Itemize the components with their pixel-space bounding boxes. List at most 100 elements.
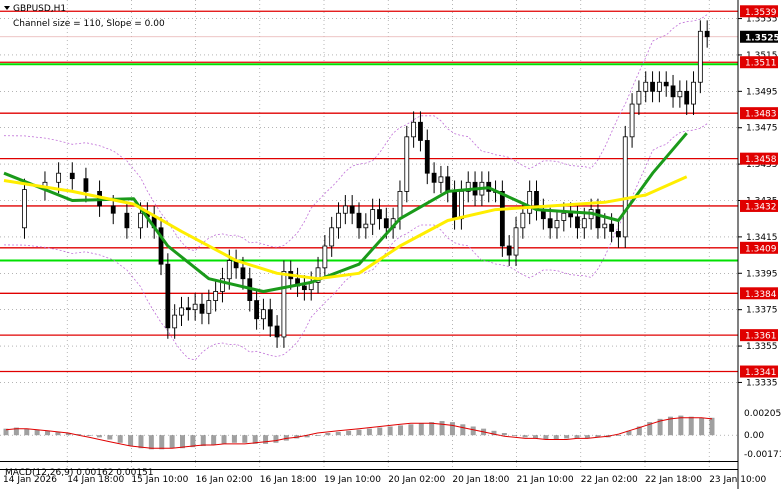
ma-green-line — [3, 132, 688, 293]
main-grid — [0, 0, 738, 461]
macd-axis: 0.00205 0.00 -0.00171 — [744, 409, 781, 460]
macd-histogram-bar — [263, 435, 269, 444]
candle-body — [452, 191, 457, 220]
time-tick-label: 22 Jan 02:00 — [581, 475, 638, 485]
candle-body — [609, 223, 614, 232]
macd-tick-label: 0.00205 — [744, 409, 781, 419]
macd-histogram-bar — [522, 435, 528, 438]
candle-body — [527, 191, 533, 214]
channel-band — [3, 123, 708, 361]
candle-body — [520, 212, 526, 229]
macd-signal-line — [5, 417, 713, 449]
candle-body — [301, 285, 307, 291]
candle-body — [377, 209, 382, 220]
macd-histogram-bar — [159, 435, 165, 450]
level-tag-label: 1.3361 — [745, 332, 777, 342]
macd-histogram-bar — [564, 435, 570, 439]
candle-body — [336, 212, 341, 229]
candle-body — [459, 191, 464, 220]
macd-histogram-bar — [387, 426, 393, 436]
time-axis: 14 Jan 2026 14 Jan 18:00 15 Jan 10:00 16 Ja… — [3, 475, 766, 485]
macd-histogram-bar — [65, 433, 71, 436]
level-tag-label: 1.3483 — [745, 110, 777, 120]
candle-body — [656, 81, 662, 92]
macd-histogram-bar — [418, 423, 424, 436]
level-tag-bg — [740, 56, 778, 69]
green-levels — [0, 63, 738, 262]
candle-body — [138, 212, 143, 229]
candle-body — [636, 90, 642, 105]
macd-histogram-bar — [242, 435, 248, 443]
macd-histogram-bar — [169, 435, 175, 449]
chart-symbol: GBPUSD,H1 — [13, 4, 66, 14]
time-tick-label: 22 Jan 18:00 — [645, 475, 702, 485]
candle-body — [568, 212, 574, 218]
candle-body — [424, 140, 430, 174]
candle-body — [547, 218, 553, 229]
macd-histogram-bar — [283, 435, 289, 441]
candle-body — [629, 103, 635, 138]
ma-yellow-line — [3, 175, 688, 281]
macd-histogram-bar — [76, 434, 82, 436]
macd-histogram-bar — [709, 417, 715, 436]
candle-body — [56, 172, 62, 183]
candle-body — [274, 325, 280, 338]
candle-body — [581, 218, 587, 229]
time-tick-label: 20 Jan 02:00 — [388, 475, 445, 485]
candle-body — [206, 300, 212, 314]
time-tick-label: 16 Jan 02:00 — [196, 475, 253, 485]
collapse-triangle-icon[interactable] — [4, 6, 10, 10]
candle-body — [185, 307, 191, 311]
candle-body — [465, 181, 471, 192]
macd-histogram-bar — [34, 429, 40, 436]
candle-body — [261, 309, 266, 320]
macd-panel — [0, 415, 738, 450]
candle-body — [363, 223, 369, 229]
macd-histogram-bar — [398, 425, 404, 436]
candle-body — [240, 267, 246, 280]
price-tick-label: 1.3475 — [746, 124, 778, 134]
time-tick-label: 16 Jan 18:00 — [260, 475, 317, 485]
macd-histogram-bar — [699, 417, 705, 436]
candle-body — [397, 191, 403, 220]
macd-histogram-bar — [273, 435, 279, 443]
macd-histogram-bar — [45, 430, 51, 436]
regression-channel — [3, 14, 708, 361]
level-tag-label: 1.3409 — [745, 244, 777, 254]
macd-histogram-bar — [211, 435, 217, 445]
macd-histogram-bar — [553, 435, 559, 440]
price-tick-label: 1.3515 — [746, 51, 778, 61]
time-tick-label: 14 Jan 18:00 — [67, 475, 124, 485]
macd-histogram-bar — [221, 435, 227, 444]
candle-body — [165, 263, 171, 329]
candle-body — [349, 205, 355, 214]
level-lines — [0, 10, 738, 373]
candle-body — [83, 178, 89, 192]
macd-histogram-bar — [335, 431, 341, 436]
candle-body — [513, 227, 519, 256]
level-tag-label: 1.3539 — [745, 8, 777, 18]
time-tick-label: 21 Jan 10:00 — [517, 475, 574, 485]
candle-body — [315, 267, 321, 283]
macd-histogram-bar — [346, 430, 352, 436]
candle-body — [684, 90, 690, 105]
price-tick-label: 1.3535 — [746, 15, 778, 25]
time-tick-label: 19 Jan 10:00 — [324, 475, 381, 485]
macd-histogram-bar — [616, 435, 622, 436]
macd-label: MACD(12,26,9) 0.00162 0.00151 — [5, 468, 154, 478]
candle-body — [602, 223, 608, 229]
macd-histogram-bar — [470, 426, 476, 436]
candle-body — [254, 300, 259, 320]
macd-histogram-bar — [107, 435, 113, 440]
candle-body — [663, 81, 669, 87]
macd-histogram-bar — [439, 421, 445, 436]
macd-histogram-bar — [449, 422, 455, 436]
candle-body — [445, 176, 451, 192]
level-tag-label: 1.3511 — [745, 59, 777, 69]
level-tags: 1.3539 1.3511 1.3483 1.3458 1.3432 1.3409 1.33… — [740, 5, 780, 378]
macd-histogram-bar — [543, 435, 549, 440]
macd-histogram-bar — [491, 430, 497, 436]
candle-body — [418, 121, 423, 141]
macd-tick-label: -0.00171 — [744, 450, 781, 460]
